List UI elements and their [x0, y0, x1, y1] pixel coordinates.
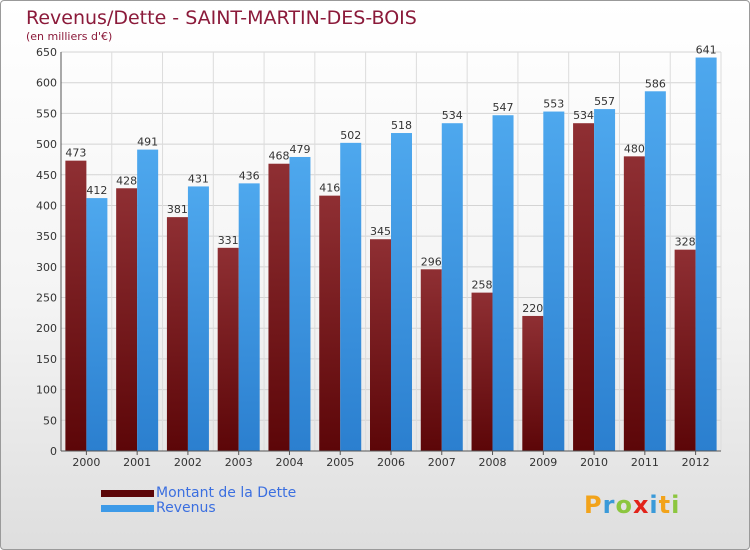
axes: 0 50 100 150 200 250 300 350 400 450 500 550 600 650 2… [36, 46, 721, 469]
data-label-debt: 381 [167, 203, 188, 216]
data-label-debt: 328 [675, 236, 696, 249]
y-tick-label: 350 [36, 230, 57, 243]
bar-debt-2011 [623, 156, 645, 451]
x-tick-label: 2010 [580, 456, 608, 469]
x-tick-label: 2008 [479, 456, 507, 469]
x-tick-label: 2009 [529, 456, 557, 469]
y-tick-label: 150 [36, 353, 57, 366]
data-label-revenus: 502 [340, 129, 361, 142]
bar-debt-2005 [319, 195, 341, 451]
bar-revenus-2008 [492, 115, 514, 452]
bar-debt-2008 [471, 292, 493, 451]
x-tick-label: 2007 [428, 456, 456, 469]
logo-letter: o [615, 491, 633, 519]
y-tick-label: 500 [36, 138, 57, 151]
data-label-revenus: 436 [239, 169, 260, 182]
logo-letter: x [632, 491, 650, 519]
logo-letter: P [584, 491, 603, 519]
data-label-revenus: 518 [391, 119, 412, 132]
bar-debt-2010 [573, 123, 595, 452]
bar-revenus-2011 [644, 91, 666, 451]
x-tick-label: 2002 [174, 456, 202, 469]
y-tick-label: 0 [50, 445, 57, 458]
x-tick-label: 2005 [326, 456, 354, 469]
x-tick-label: 2003 [225, 456, 253, 469]
bars [65, 57, 717, 452]
data-label-debt: 534 [573, 109, 594, 122]
bar-revenus-2010 [594, 109, 616, 451]
y-tick-label: 550 [36, 107, 57, 120]
data-label-revenus: 491 [137, 136, 158, 149]
y-tick-label: 650 [36, 46, 57, 59]
y-tick-label: 100 [36, 384, 57, 397]
proxiti-logo: Proxiti [584, 491, 680, 519]
data-label-debt: 220 [522, 302, 543, 315]
logo-letter: i [671, 491, 681, 519]
legend-label-revenus: Revenus [156, 500, 216, 516]
x-tick-label: 2012 [682, 456, 710, 469]
legend-label-debt: Montant de la Dette [156, 485, 297, 501]
y-tick-label: 450 [36, 169, 57, 182]
bar-revenus-2007 [441, 123, 463, 452]
bar-revenus-2004 [289, 156, 311, 451]
data-label-revenus: 431 [188, 172, 209, 185]
y-tick-label: 50 [43, 414, 57, 427]
data-label-debt: 468 [268, 150, 289, 163]
data-label-revenus: 479 [289, 143, 310, 156]
data-label-revenus: 641 [696, 44, 717, 57]
data-label-debt: 416 [319, 182, 340, 195]
data-label-debt: 345 [370, 225, 391, 238]
legend-swatch-debt [101, 490, 154, 497]
bar-debt-2000 [65, 160, 87, 452]
bar-debt-2007 [420, 269, 442, 451]
y-tick-label: 400 [36, 199, 57, 212]
data-label-revenus: 534 [442, 109, 463, 122]
x-tick-label: 2006 [377, 456, 405, 469]
chart-subtitle: (en milliers d'€) [26, 30, 113, 43]
x-tick-label: 2000 [72, 456, 100, 469]
bar-debt-2006 [370, 239, 391, 451]
bar-revenus-2005 [340, 142, 362, 451]
bar-revenus-2002 [187, 186, 209, 451]
bar-debt-2002 [166, 217, 188, 451]
x-tick-label: 2011 [631, 456, 659, 469]
logo-letter: i [649, 491, 659, 519]
bar-debt-2009 [522, 315, 544, 451]
data-label-revenus: 412 [86, 184, 107, 197]
bar-debt-2012 [674, 249, 696, 451]
y-tick-label: 300 [36, 261, 57, 274]
bar-revenus-2001 [137, 149, 159, 451]
data-label-revenus: 553 [543, 98, 564, 111]
data-label-debt: 296 [421, 255, 442, 268]
data-label-debt: 258 [472, 279, 493, 292]
bar-debt-2004 [268, 163, 290, 451]
bar-revenus-2000 [86, 198, 108, 451]
bar-revenus-2003 [238, 183, 260, 451]
data-label-debt: 428 [116, 174, 137, 187]
data-label-debt: 331 [218, 234, 239, 247]
bar-debt-2003 [217, 247, 239, 451]
logo-letter: t [658, 491, 672, 519]
data-label-debt: 473 [65, 147, 86, 160]
data-label-revenus: 586 [645, 77, 666, 90]
data-label-revenus: 557 [594, 95, 615, 108]
x-tick-label: 2004 [275, 456, 303, 469]
bar-revenus-2012 [695, 57, 717, 451]
chart-title: Revenus/Dette - SAINT-MARTIN-DES-BOIS [26, 7, 417, 29]
data-label-debt: 480 [624, 142, 645, 155]
x-tick-label: 2001 [123, 456, 151, 469]
bar-revenus-2006 [391, 133, 412, 451]
logo-letter: r [602, 491, 616, 519]
y-tick-label: 250 [36, 292, 57, 305]
bar-revenus-2009 [543, 111, 565, 451]
y-tick-label: 200 [36, 322, 57, 335]
data-label-revenus: 547 [493, 101, 514, 114]
y-tick-label: 600 [36, 77, 57, 90]
legend-swatch-revenus [101, 505, 154, 512]
bar-debt-2001 [116, 188, 138, 451]
